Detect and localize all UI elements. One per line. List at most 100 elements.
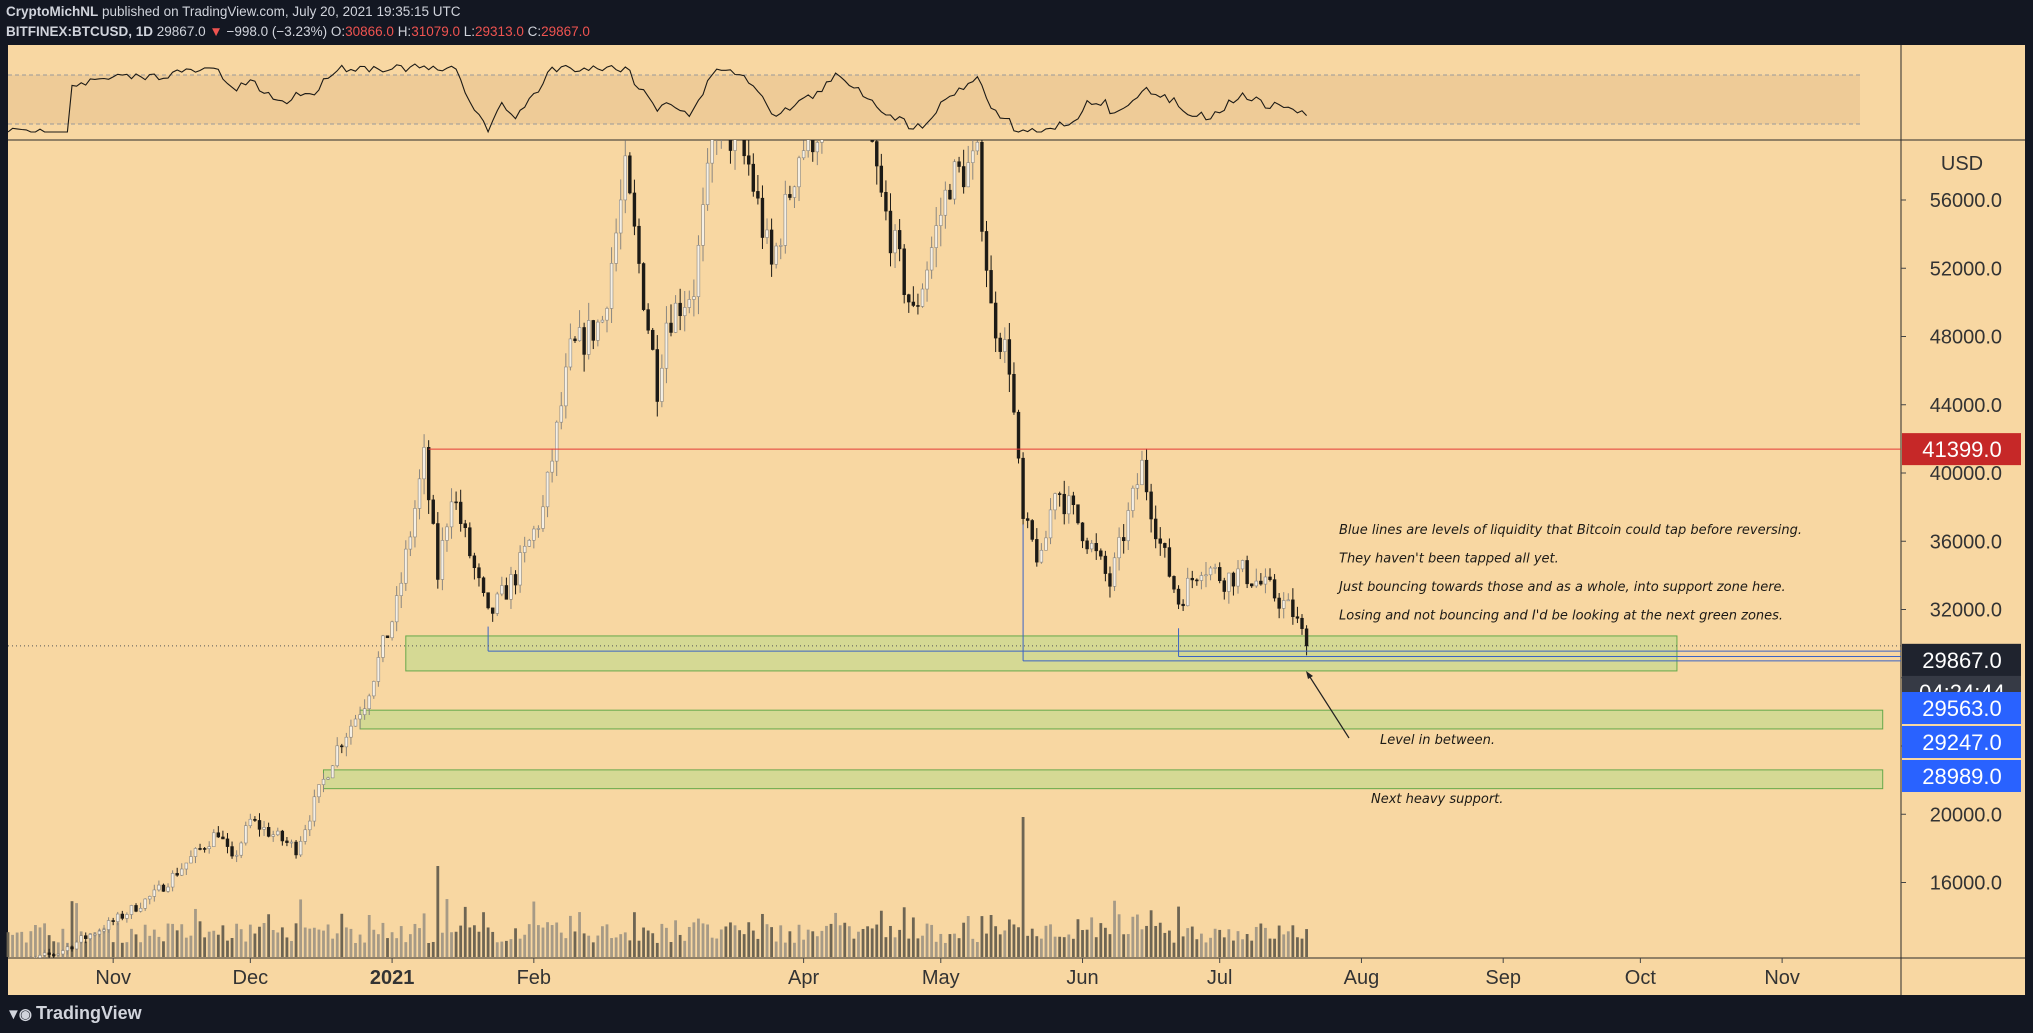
volume-bar [1126, 934, 1130, 957]
volume-bar [189, 935, 193, 957]
candle-body [1126, 510, 1130, 542]
volume-bar [834, 912, 838, 957]
candle-body [792, 186, 797, 198]
candle-body [1035, 539, 1039, 563]
volume-bar [1254, 926, 1258, 957]
candle-body [600, 319, 605, 323]
volume-bar [719, 929, 723, 957]
candle-body [651, 329, 655, 350]
candle-body [582, 327, 586, 355]
candle-body [669, 322, 673, 333]
volume-bar [404, 942, 408, 957]
candle-body [495, 593, 499, 614]
volume-bar [11, 934, 14, 957]
volume-bar [779, 925, 783, 957]
volume-bar [285, 937, 289, 957]
y-tick-label: 52000.0 [1930, 258, 2002, 280]
volume-bar [541, 927, 545, 957]
volume-bar [1090, 917, 1094, 957]
candle-body [1190, 577, 1194, 581]
volume-bar [194, 908, 197, 957]
ohlc-line: BITFINEX:BTCUSD, 1D 29867.0 ▼ −998.0 (−3… [6, 22, 590, 42]
candle-body [934, 225, 938, 248]
candle-body [1144, 459, 1149, 493]
volume-bar [212, 930, 216, 957]
candle-body [1295, 616, 1300, 619]
volume-bar [939, 933, 943, 957]
candle-body [481, 577, 486, 593]
candle-body [522, 545, 527, 553]
volume-bar [884, 937, 888, 957]
open-value: 30866.0 [345, 24, 394, 39]
candle-body [1012, 373, 1016, 413]
volume-bar [395, 938, 399, 957]
volume-bar [546, 922, 549, 957]
open-label: O: [330, 24, 346, 39]
volume-bar [1085, 929, 1089, 957]
candle-body [518, 552, 522, 586]
volume-bar [934, 941, 938, 957]
tradingview-logo-icon: ▼◉ [6, 1005, 32, 1023]
volume-bar [418, 928, 421, 957]
candle-body [1089, 542, 1094, 550]
x-tick-label: Apr [788, 967, 819, 989]
volume-bar [1236, 931, 1240, 957]
candle-body [1167, 547, 1172, 577]
volume-bar [866, 926, 870, 957]
volume-bar [1186, 928, 1190, 957]
volume-bar [1044, 925, 1048, 957]
candle-body [820, 140, 824, 143]
volume-bar [75, 903, 78, 957]
candle-body [1007, 339, 1012, 375]
tradingview-logo[interactable]: ▼◉ TradingView [6, 1003, 142, 1024]
candle-body [1245, 560, 1249, 585]
candle-body [399, 582, 403, 596]
volume-bar [491, 931, 495, 957]
candle-body [975, 141, 980, 152]
volume-bar [372, 929, 376, 957]
volume-bar [1277, 925, 1281, 957]
symbol-label[interactable]: BITFINEX:BTCUSD, 1D [6, 24, 154, 39]
volume-bar [966, 916, 970, 957]
candle-body [504, 585, 509, 600]
volume-bar [262, 923, 266, 957]
candle-body [893, 230, 897, 254]
volume-bar [331, 938, 335, 957]
volume-bar [559, 932, 563, 957]
candle-body [230, 846, 234, 857]
volume-bar [770, 927, 774, 957]
candle-body [207, 846, 211, 849]
candle-body [1062, 493, 1066, 515]
volume-bar [1049, 924, 1052, 957]
volume-bar [56, 942, 60, 957]
volume-bar [1296, 937, 1299, 957]
volume-bar [422, 913, 426, 957]
volume-bar [29, 931, 33, 957]
volume-bar [1264, 927, 1267, 957]
volume-bar [1030, 928, 1034, 957]
volume-bar [564, 938, 568, 957]
candle-body [454, 501, 458, 504]
candle-body [605, 308, 609, 321]
candle-body [143, 898, 147, 909]
candle-body [884, 192, 888, 212]
volume-bar [221, 925, 225, 957]
candle-body [38, 955, 42, 958]
candle-body [1291, 599, 1295, 618]
volume-bar [555, 922, 559, 957]
volume-bar [1181, 936, 1185, 957]
volume-bar [582, 933, 586, 957]
volume-bar [445, 899, 449, 957]
author-name[interactable]: CryptoMichNL [6, 4, 99, 19]
volume-bar [646, 930, 650, 957]
candle-body [225, 838, 230, 847]
currency-label: USD [1941, 153, 1983, 175]
candle-body [811, 140, 815, 153]
x-tick-label: Dec [233, 967, 269, 989]
volume-bar [742, 934, 746, 957]
volume-bar [678, 934, 682, 957]
volume-bar [1062, 937, 1066, 957]
candle-body [1277, 597, 1281, 609]
y-tick-label: 16000.0 [1930, 873, 2002, 895]
